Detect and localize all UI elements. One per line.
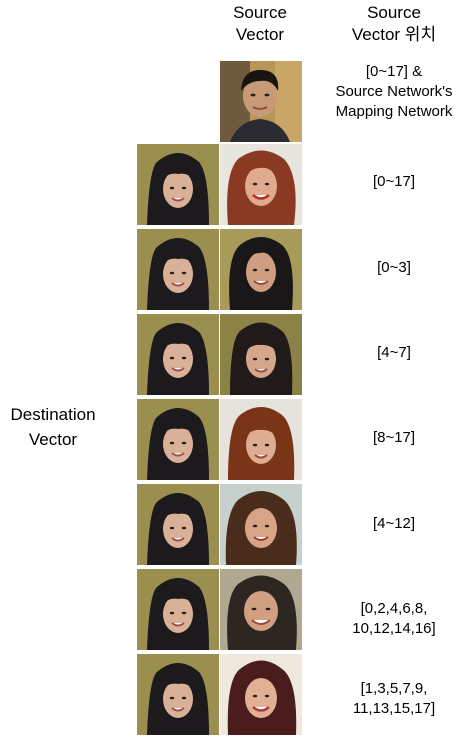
source-row-position-text: [0~17] & Source Network's Mapping Networ… [335,63,453,120]
source-vector-header-text: Source Vector [233,3,287,44]
source-vector-position-header: Source Vector 위치 [318,2,465,46]
destination-image-2 [137,229,219,310]
row-4-position: [8~17] [372,429,416,446]
result-image-5 [220,484,302,565]
source-face-illustration [220,61,302,142]
result-image-6 [220,569,302,650]
result-image-1 [220,144,302,225]
destination-image-5 [137,484,219,565]
destination-image-6 [137,569,219,650]
row-7-position: [1,3,5,7,9, 11,13,15,17] [352,680,436,717]
destination-image-1 [137,144,219,225]
destination-image-3 [137,314,219,395]
row-6-position: [0,2,4,6,8, 10,12,14,16] [352,600,436,637]
row-5-position: [4~12] [372,515,416,532]
row-2-position: [0~3] [377,259,411,276]
destination-vector-label: Destination Vector [0,402,106,452]
source-row-position: [0~17] & Source Network's Mapping Networ… [318,62,465,122]
row-1-position: [0~17] [372,173,416,190]
source-vector-header: Source Vector [218,2,302,46]
result-image-2 [220,229,302,310]
source-vector-position-header-text: Source Vector 위치 [351,3,437,44]
result-image-4 [220,399,302,480]
source-image [220,61,302,142]
destination-image-4 [137,399,219,480]
row-3-position: [4~7] [377,344,411,361]
result-image-3 [220,314,302,395]
result-image-7 [220,654,302,735]
destination-vector-label-text: Destination Vector [10,405,96,449]
destination-image-7 [137,654,219,735]
